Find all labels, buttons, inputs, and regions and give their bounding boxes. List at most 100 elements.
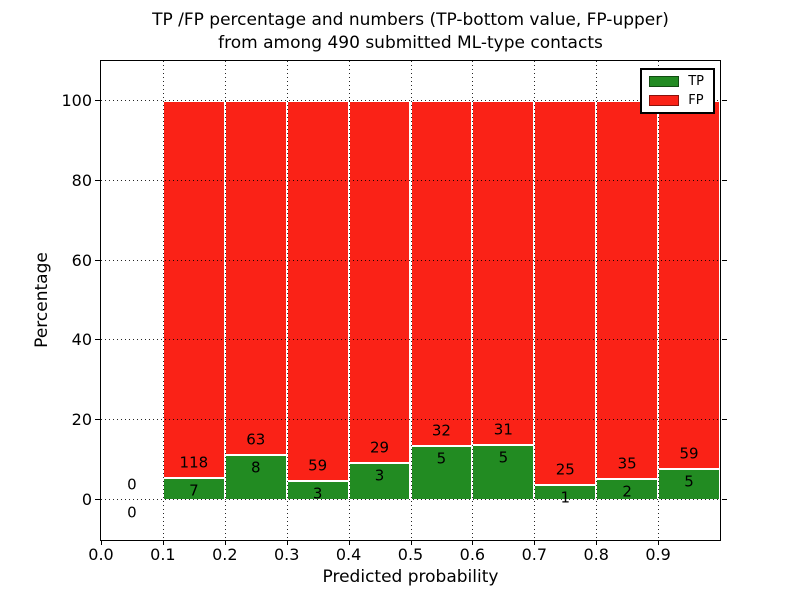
- x-tick-label: 0.0: [88, 545, 114, 564]
- legend-item-fp: FP: [649, 94, 704, 107]
- x-gridline: [224, 61, 226, 540]
- y-tick-left: [94, 419, 100, 421]
- fp-bar-segment: [162, 100, 225, 478]
- fp-legend-swatch: [649, 95, 680, 106]
- fp-bar-segment: [410, 100, 473, 447]
- x-tick: [162, 540, 164, 545]
- x-axis-label: Predicted probability: [322, 567, 499, 587]
- plot-inner: 0 0 118 7 63 8 59 3 29 3 32 5 31 5 25 1 35 2 59 5 0.0 0.1 0.2 0…: [61, 61, 727, 563]
- tp-count-label: 5: [684, 472, 694, 491]
- x-gridline: [596, 61, 598, 540]
- x-tick-label: 0.5: [397, 545, 424, 564]
- y-gridline: [101, 499, 720, 501]
- x-tick: [286, 540, 288, 545]
- fp-count-label: 0: [127, 475, 137, 494]
- fp-bar-segment: [658, 100, 720, 469]
- x-tick: [224, 540, 226, 545]
- y-tick-label: 80: [71, 170, 92, 190]
- fp-bar-segment: [596, 100, 659, 479]
- fp-bar-segment: [224, 100, 287, 456]
- chart-title-line2: from among 490 submitted ML-type contact…: [218, 33, 603, 53]
- tp-bar-segment: [224, 455, 287, 501]
- y-tick-label: 20: [71, 410, 92, 430]
- x-tick: [596, 540, 598, 545]
- y-tick-left: [94, 179, 100, 181]
- y-gridline: [101, 179, 720, 181]
- y-gridline: [101, 259, 720, 261]
- x-tick-label: 0.8: [583, 545, 609, 564]
- y-tick-label: 0: [81, 490, 92, 510]
- y-gridline: [101, 99, 720, 101]
- tp-count-label: 8: [250, 458, 261, 477]
- tp-count-label: 1: [560, 488, 571, 507]
- y-axis-label: Percentage: [32, 252, 52, 348]
- x-tick: [410, 540, 412, 545]
- tp-count-label: 0: [127, 503, 137, 522]
- fp-count-label: 118: [179, 453, 209, 472]
- x-tick: [348, 540, 350, 545]
- y-tick-right: [721, 499, 727, 501]
- x-tick: [101, 540, 102, 545]
- x-tick-label: 0.6: [459, 545, 486, 564]
- x-tick: [534, 540, 536, 545]
- x-gridline: [534, 61, 536, 540]
- y-tick-right: [721, 339, 727, 341]
- x-tick-label: 0.3: [273, 545, 300, 564]
- chart-title: TP /FP percentage and numbers (TP-bottom…: [100, 9, 721, 55]
- fp-bar-segment: [348, 100, 411, 463]
- tp-legend-swatch: [649, 76, 680, 87]
- x-gridline: [658, 61, 660, 540]
- y-tick-right: [721, 99, 727, 101]
- fp-count-label: 59: [679, 444, 699, 463]
- y-tick-label: 40: [71, 330, 92, 350]
- tp-count-label: 7: [189, 481, 199, 500]
- x-tick: [472, 540, 474, 545]
- x-tick-label: 0.2: [212, 545, 238, 564]
- y-tick-left: [94, 99, 100, 101]
- fp-bar-segment: [472, 100, 535, 445]
- x-tick: [658, 540, 660, 545]
- y-tick-right: [721, 259, 727, 261]
- x-gridline: [410, 61, 412, 540]
- fp-count-label: 63: [246, 430, 266, 449]
- tp-count-label: 3: [312, 484, 323, 503]
- fp-count-label: 35: [617, 454, 637, 473]
- fp-count-label: 29: [370, 438, 390, 457]
- fp-bar-segment: [534, 100, 597, 485]
- x-gridline: [162, 61, 164, 540]
- tp-count-label: 2: [622, 482, 632, 501]
- fp-count-label: 32: [431, 421, 451, 440]
- tp-bar-segment: [410, 446, 473, 501]
- y-gridline: [101, 339, 720, 341]
- y-tick-right: [721, 419, 727, 421]
- x-tick-label: 0.4: [335, 545, 362, 564]
- x-gridline: [348, 61, 350, 540]
- x-gridline: [472, 61, 474, 540]
- y-tick-left: [94, 259, 100, 261]
- x-tick-label: 0.9: [645, 545, 671, 564]
- y-tick-left: [94, 499, 100, 501]
- fp-legend-label: FP: [688, 93, 704, 108]
- x-tick-label: 0.1: [150, 545, 176, 564]
- y-tick-label: 60: [71, 250, 92, 270]
- y-tick-label: 100: [61, 90, 92, 110]
- plot-area: 0 0 118 7 63 8 59 3 29 3 32 5 31 5 25 1 35 2 59 5 0.0 0.1 0.2 0…: [61, 60, 727, 563]
- tp-count-label: 3: [374, 466, 385, 485]
- chart-title-line1: TP /FP percentage and numbers (TP-bottom…: [152, 10, 669, 30]
- tp-bar-segment: [348, 462, 411, 501]
- fp-count-label: 31: [493, 420, 513, 439]
- tp-legend-label: TP: [688, 74, 704, 89]
- tp-count-label: 5: [436, 449, 447, 468]
- y-tick-right: [721, 179, 727, 181]
- legend: TP FP: [640, 68, 715, 114]
- x-tick-label: 0.7: [521, 545, 548, 564]
- fp-count-label: 59: [308, 456, 328, 475]
- tp-count-label: 5: [498, 448, 509, 467]
- legend-item-tp: TP: [649, 75, 704, 88]
- y-gridline: [101, 419, 720, 421]
- fp-bar-segment: [286, 100, 349, 481]
- fp-count-label: 25: [555, 460, 575, 479]
- x-gridline: [286, 61, 288, 540]
- y-tick-left: [94, 339, 100, 341]
